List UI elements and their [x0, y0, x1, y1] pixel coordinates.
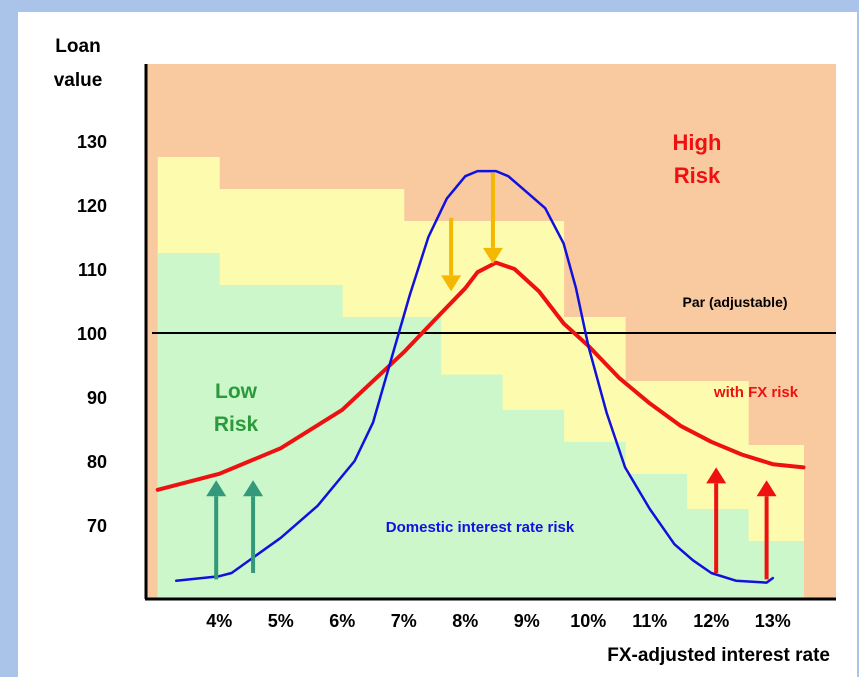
y-tick-label: 90 [87, 388, 107, 408]
arrow-2 [441, 217, 462, 292]
y-tick-label: 120 [77, 196, 107, 216]
x-tick-label: 11% [632, 611, 667, 631]
par-line-label: Par (adjustable) [682, 294, 787, 310]
x-tick-label: 13% [755, 611, 791, 631]
arrow-0 [206, 480, 227, 580]
frame-right-bar [857, 0, 859, 677]
high-risk-label-line-2: Risk [674, 163, 721, 188]
x-axis-label: FX-adjusted interest rate [607, 645, 830, 666]
frame-top-bar [0, 0, 859, 12]
y-axis-label-line-1: Loan [55, 36, 100, 57]
x-tick-label: 5% [268, 611, 294, 631]
low-risk-region-step-5 [563, 441, 626, 599]
low-risk-region-step-8 [748, 541, 804, 599]
domestic-risk-series-label: Domestic interest rate risk [386, 519, 575, 536]
arrow-3 [482, 173, 503, 264]
y-axis-label-line-2: value [54, 70, 103, 91]
low-risk-region-step-1 [219, 285, 343, 599]
y-tick-label: 70 [87, 516, 107, 536]
low-risk-region-step-0 [157, 253, 220, 599]
frame-left-bar [0, 0, 18, 677]
y-tick-label: 130 [77, 132, 107, 152]
series-line-fx-risk [155, 260, 806, 492]
low-risk-region-step-4 [502, 409, 565, 599]
arrow-1 [243, 480, 264, 573]
arrow-4 [706, 467, 727, 573]
x-tick-label: 4% [206, 611, 232, 631]
y-tick-label: 80 [87, 452, 107, 472]
x-tick-label: 10% [570, 611, 606, 631]
high-risk-label-line-1: High [673, 130, 722, 155]
low-risk-label-line-1: Low [215, 380, 258, 403]
y-tick-label: 110 [78, 260, 107, 280]
low-risk-region-step-3 [440, 374, 503, 599]
fx-risk-series-label: with FX risk [713, 384, 799, 401]
x-tick-label: 7% [391, 611, 417, 631]
low-risk-label-line-2: Risk [214, 413, 259, 436]
series-line-domestic-risk [174, 169, 775, 584]
y-tick-label: 100 [77, 324, 107, 344]
x-tick-label: 8% [452, 611, 478, 631]
low-risk-region-step-6 [625, 473, 688, 599]
x-tick-label: 9% [514, 611, 540, 631]
x-tick-label: 6% [329, 611, 355, 631]
x-tick-label: 12% [693, 611, 729, 631]
arrow-5 [756, 480, 777, 580]
